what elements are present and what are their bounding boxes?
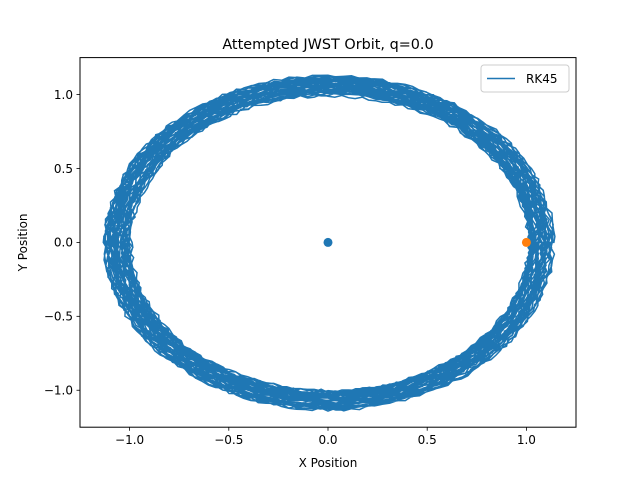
center-point (323, 237, 333, 247)
plot-content (102, 74, 556, 412)
y-tick-label: −0.5 (44, 310, 73, 324)
x-tick-label: 0.5 (418, 433, 437, 447)
y-axis-ticks: −1.0 −0.5 0.0 0.5 1.0 (44, 88, 80, 398)
chart-title: Attempted JWST Orbit, q=0.0 (222, 37, 433, 53)
x-tick-label: 1.0 (517, 433, 536, 447)
y-tick-label: 0.0 (54, 236, 73, 250)
legend: RK45 (480, 64, 570, 93)
x-tick-label: −0.5 (214, 433, 243, 447)
x-axis-label: X Position (299, 456, 358, 470)
x-axis-ticks: −1.0 −0.5 0.0 0.5 1.0 (115, 427, 536, 447)
series-line-rk45 (102, 74, 556, 412)
x-tick-label: −1.0 (115, 433, 144, 447)
y-tick-label: 1.0 (54, 88, 73, 102)
legend-label-rk45: RK45 (526, 72, 557, 86)
y-tick-label: 0.5 (54, 162, 73, 176)
x-tick-label: 0.0 (318, 433, 337, 447)
legend-box (480, 64, 570, 93)
y-axis-label: Y Position (16, 213, 30, 272)
orbit-start-point (521, 237, 531, 247)
y-tick-label: −1.0 (44, 384, 73, 398)
